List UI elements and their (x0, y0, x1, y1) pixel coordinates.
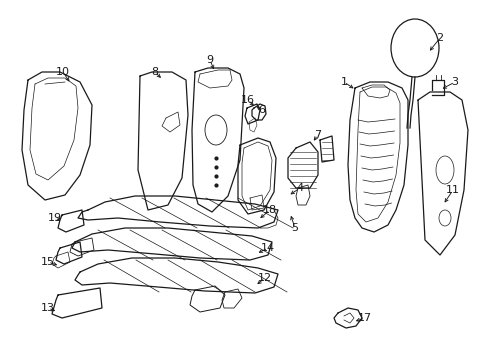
Text: 13: 13 (41, 303, 55, 313)
Text: 17: 17 (358, 313, 372, 323)
Text: 6: 6 (259, 105, 266, 115)
Text: 5: 5 (292, 223, 298, 233)
Text: 9: 9 (206, 55, 214, 65)
Text: 12: 12 (258, 273, 272, 283)
Text: 4: 4 (296, 183, 304, 193)
Text: 8: 8 (151, 67, 159, 77)
Text: 16: 16 (241, 95, 255, 105)
Text: 11: 11 (446, 185, 460, 195)
Text: 1: 1 (341, 77, 347, 87)
Text: 14: 14 (261, 243, 275, 253)
Text: 19: 19 (48, 213, 62, 223)
Text: 18: 18 (263, 205, 277, 215)
Text: 10: 10 (56, 67, 70, 77)
Text: 15: 15 (41, 257, 55, 267)
Text: 7: 7 (315, 130, 321, 140)
Text: 2: 2 (437, 33, 443, 43)
Text: 3: 3 (451, 77, 459, 87)
